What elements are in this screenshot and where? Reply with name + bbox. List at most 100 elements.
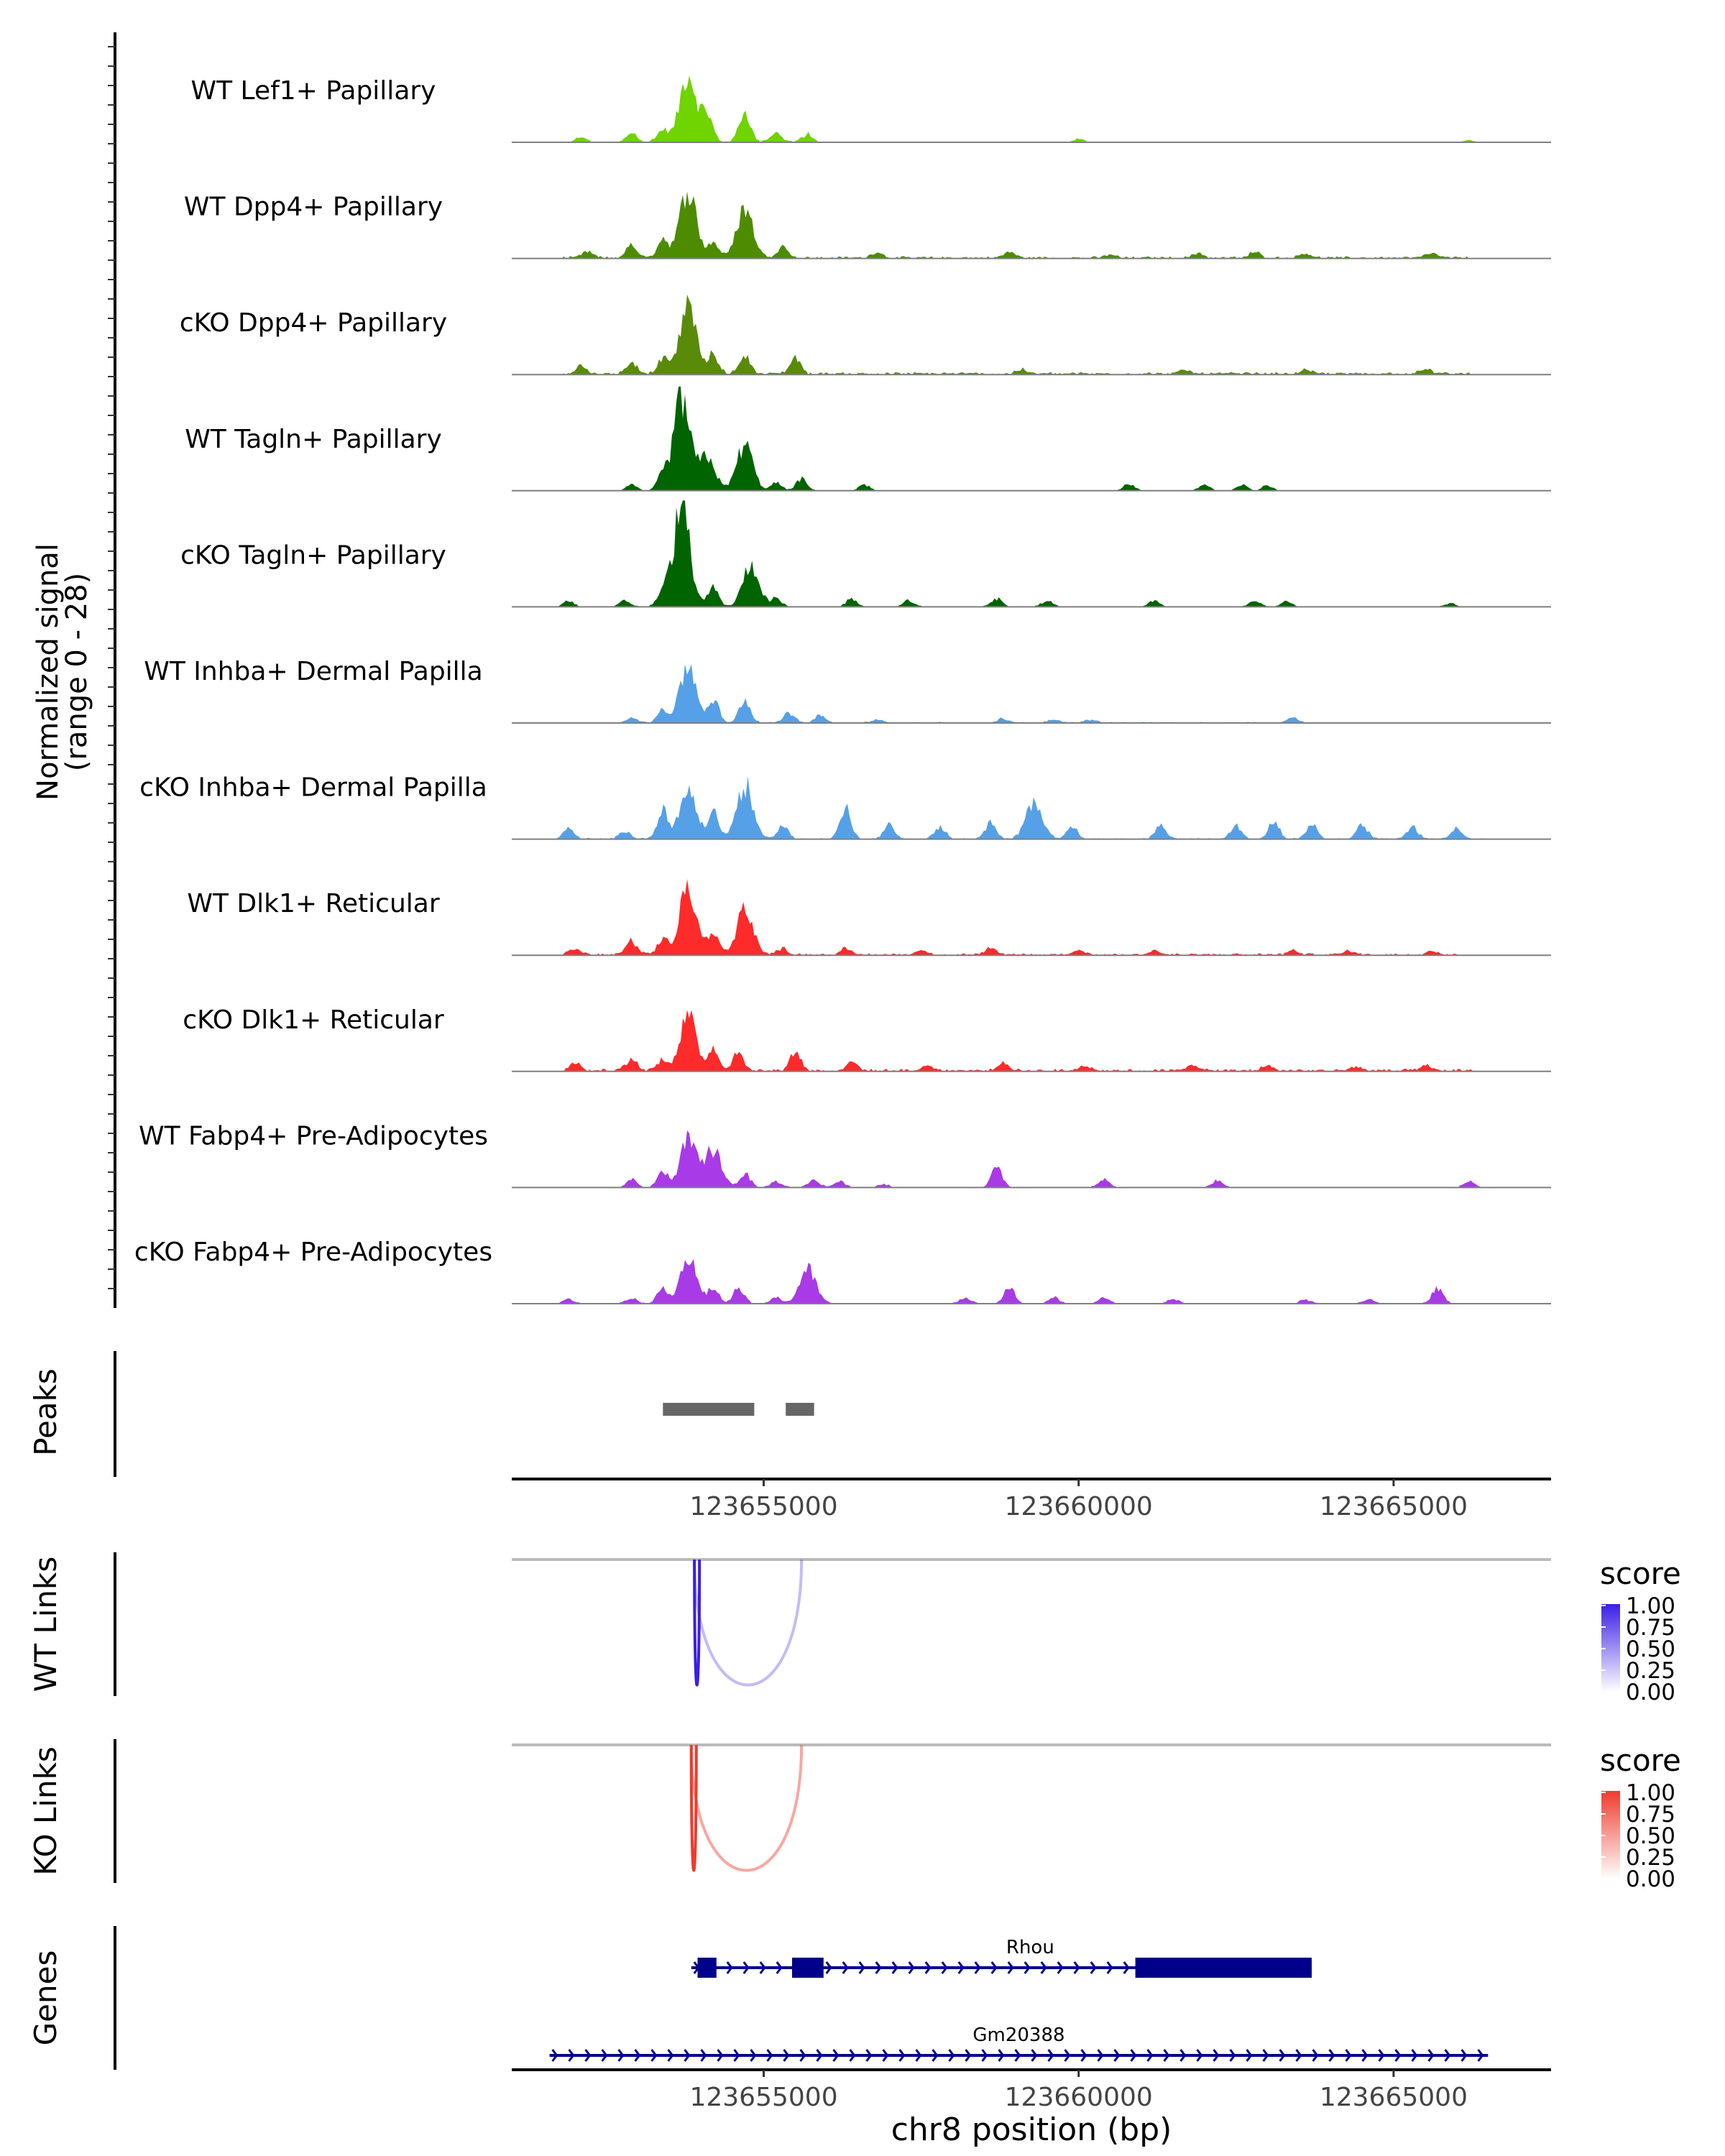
ko-legend: score 1.000.750.500.250.00 [1600, 1743, 1681, 1892]
peak-regions [663, 1403, 814, 1416]
strand-arrow [766, 2049, 773, 2062]
track-label: WT Fabp4+ Pre-Adipocytes [139, 1121, 488, 1151]
strand-arrow [759, 1961, 766, 1974]
track-5: cKO Tagln+ Papillary [180, 500, 1551, 608]
ko-links-panel: KO Links score 1.000.750.500.250.00 [28, 1739, 1681, 1892]
track-3: cKO Dpp4+ Papillary [180, 294, 1551, 376]
strand-arrow [1031, 2049, 1038, 2062]
legend-tick-label: 0.00 [1626, 1680, 1675, 1705]
strand-arrow [601, 2049, 608, 2062]
strand-arrow [1014, 2049, 1021, 2062]
strand-arrow [932, 2049, 939, 2062]
peaks-panel: Peaks 123655000 123660000 123665000 [28, 1351, 1551, 1521]
strand-arrow [1312, 2049, 1319, 2062]
strand-arrow [726, 1961, 733, 1974]
gene-models: Rhou Gm20388 [549, 1937, 1489, 2062]
exon [1135, 1958, 1312, 1978]
link-arc [689, 1744, 698, 1872]
coverage-area [512, 294, 1551, 375]
legend-tick-label: 1.00 [1626, 1593, 1675, 1619]
gene-name: Gm20388 [972, 2024, 1064, 2046]
strand-arrow [1279, 2049, 1286, 2062]
strand-arrow [1361, 2049, 1368, 2062]
legend-tick-label: 0.50 [1626, 1823, 1675, 1849]
gene-Gm20388: Gm20388 [549, 2024, 1489, 2062]
legend-tick-label: 0.25 [1626, 1845, 1675, 1871]
strand-arrow [1229, 2049, 1236, 2062]
legend-tick-label: 0.75 [1626, 1615, 1675, 1641]
legend-tick-label: 0.50 [1626, 1636, 1675, 1662]
strand-arrow [776, 1961, 783, 1974]
coverage-area [512, 1010, 1551, 1072]
x-tick-label: 123665000 [1320, 2083, 1468, 2112]
peaks-label: Peaks [28, 1368, 63, 1456]
strand-arrow [981, 2049, 988, 2062]
track-8: WT Dlk1+ Reticular [187, 879, 1551, 957]
strand-arrow [1040, 1961, 1047, 1974]
strand-arrow [998, 2049, 1005, 2062]
strand-arrow [1477, 2049, 1484, 2062]
strand-arrow [799, 2049, 806, 2062]
track-label: cKO Tagln+ Papillary [180, 540, 446, 570]
x-tick-label: 123660000 [1005, 2083, 1153, 2112]
coverage-area [512, 776, 1551, 839]
strand-arrow [733, 2049, 740, 2062]
strand-arrow [1097, 2049, 1104, 2062]
strand-arrow [1057, 1961, 1064, 1974]
strand-arrow [551, 2049, 558, 2062]
gene-Rhou: Rhou [691, 1937, 1312, 1978]
coverage-area [512, 1258, 1551, 1304]
coverage-area [512, 1130, 1551, 1188]
coverage-panel: Normalized signal (range 0 - 28) WT Lef1… [32, 32, 1551, 1308]
strand-arrow [898, 2049, 906, 2062]
strand-arrow [924, 1961, 932, 1974]
strand-arrow [617, 2049, 625, 2062]
legend-tick-label: 1.00 [1626, 1780, 1675, 1806]
exon [791, 1958, 824, 1978]
link-arc [689, 1744, 804, 1872]
strand-arrow [1073, 1961, 1080, 1974]
strand-arrow [990, 1961, 998, 1974]
strand-arrow [908, 1961, 915, 1974]
track-label: cKO Dpp4+ Papillary [180, 308, 447, 338]
x-tick-label: 123655000 [689, 1492, 837, 1521]
coverage-y-label-range: (range 0 - 28) [60, 573, 93, 771]
track-11: cKO Fabp4+ Pre-Adipocytes [134, 1238, 1551, 1304]
track-label: cKO Dlk1+ Reticular [183, 1005, 444, 1035]
strand-arrow [1196, 2049, 1203, 2062]
genes-label: Genes [28, 1950, 63, 2046]
strand-arrow [1411, 2049, 1418, 2062]
coverage-area [512, 879, 1551, 956]
strand-arrow [1394, 2049, 1402, 2062]
strand-arrow [584, 2049, 592, 2062]
strand-arrow [1064, 2049, 1071, 2062]
strand-arrow [1246, 2049, 1253, 2062]
strand-arrow [1444, 2049, 1451, 2062]
track-9: cKO Dlk1+ Reticular [183, 1005, 1551, 1072]
legend-tick-label: 0.25 [1626, 1658, 1675, 1684]
strand-arrow [650, 2049, 658, 2062]
strand-arrow [634, 2049, 641, 2062]
coverage-tracks: WT Lef1+ Papillary WT Dpp4+ Papillary cKO … [134, 75, 1551, 1304]
ko-legend-title: score [1600, 1743, 1681, 1778]
track-label: WT Dpp4+ Papillary [184, 193, 443, 222]
ko-legend-ticks: 1.000.750.500.250.00 [1601, 1780, 1675, 1892]
legend-tick-label: 0.75 [1626, 1802, 1675, 1828]
x-tick-label: 123660000 [1005, 1492, 1153, 1521]
strand-arrow [1130, 2049, 1137, 2062]
track-1: WT Lef1+ Papillary [191, 75, 1551, 143]
strand-arrow [858, 1961, 865, 1974]
strand-arrow [1047, 2049, 1054, 2062]
strand-arrow [1024, 1961, 1031, 1974]
coverage-area [512, 500, 1551, 607]
exon [697, 1958, 717, 1978]
strand-arrow [1460, 2049, 1468, 2062]
strand-arrow [832, 2049, 840, 2062]
strand-arrow [1213, 2049, 1220, 2062]
strand-arrow [1345, 2049, 1352, 2062]
strand-arrow [849, 2049, 856, 2062]
coverage-y-label: Normalized signal [32, 543, 65, 801]
strand-arrow [1090, 1961, 1097, 1974]
strand-arrow [915, 2049, 922, 2062]
